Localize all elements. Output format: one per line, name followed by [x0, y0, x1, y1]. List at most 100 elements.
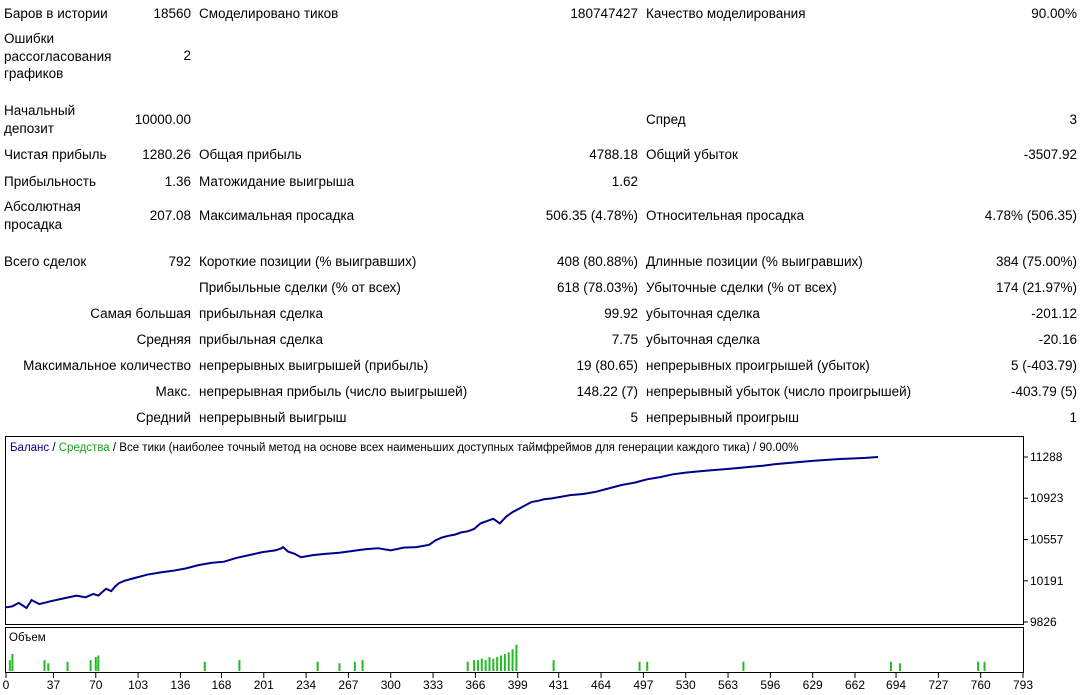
volume-bar	[552, 660, 555, 671]
gross-profit-label: Общая прибыль	[199, 147, 302, 162]
volume-panel	[5, 627, 1024, 673]
volume-bar	[492, 658, 495, 671]
x-tick-label: 464	[591, 678, 611, 692]
max-consecutive-loss-value: -403.79 (5)	[1010, 384, 1077, 399]
legend-model: / Все тики (наиболее точный метод на осн…	[110, 442, 799, 454]
deposit-value: 10000.00	[134, 112, 191, 127]
x-tick-label: 399	[508, 678, 528, 692]
volume-bar	[503, 653, 506, 671]
max-consecutive-win-value: 148.22 (7)	[576, 384, 638, 399]
volume-bar	[500, 655, 503, 671]
abs-drawdown-label: Абсолютная просадка	[4, 199, 81, 232]
volume-bar	[316, 661, 319, 671]
volume-bar	[480, 658, 483, 671]
x-tick-label: 760	[971, 678, 991, 692]
x-tick-label: 431	[549, 678, 569, 692]
short-positions-value: 408 (80.88%)	[556, 254, 638, 269]
loss-trades-label: Убыточные сделки (% от всех)	[646, 280, 837, 295]
x-tick-label: 694	[886, 678, 906, 692]
rel-drawdown-label: Относительная просадка	[646, 208, 805, 223]
max-count-win-label: непрерывных выигрышей (прибыль)	[199, 358, 429, 373]
max-drawdown-value: 506.35 (4.78%)	[545, 208, 638, 223]
x-tick-label: 793	[1013, 678, 1033, 692]
average-label: Средняя	[136, 332, 191, 347]
y-axis-ticks: 11288 10923 10557 10191 9826	[1023, 450, 1064, 629]
profit-factor-value: 1.36	[164, 174, 191, 189]
gross-loss-label: Общий убыток	[646, 147, 738, 162]
quality-label: Качество моделирования	[646, 6, 806, 21]
volume-bar	[898, 663, 901, 671]
volume-bar	[507, 652, 510, 671]
loss-trades-value: 174 (21.97%)	[995, 280, 1077, 295]
volume-label: Объем	[9, 632, 46, 644]
rel-drawdown-value: 4.78% (506.35)	[984, 208, 1077, 223]
long-positions-value: 384 (75.00%)	[995, 254, 1077, 269]
x-tick-label: 727	[928, 678, 948, 692]
volume-bar	[8, 660, 11, 671]
volume-bar	[511, 649, 514, 671]
volume-bar	[203, 661, 206, 671]
ticks-label: Смоделировано тиков	[199, 6, 339, 21]
max-count-win-value: 19 (80.65)	[576, 358, 638, 373]
avg-consecutive-loss-value: 1	[1069, 410, 1077, 425]
x-tick-label: 168	[211, 678, 231, 692]
balance-line	[5, 456, 879, 610]
avg-consecutive-win-label: непрерывный выигрыш	[199, 410, 347, 425]
x-tick-label: 0	[3, 678, 10, 692]
volume-bar	[353, 661, 356, 671]
volume-bar	[889, 661, 892, 671]
max-consecutive-label: Макс.	[155, 384, 191, 399]
legend-balance: Баланс	[10, 442, 49, 454]
max-count-loss-value: 5 (-403.79)	[1010, 358, 1077, 373]
volume-bar	[488, 657, 491, 671]
bars-value: 18560	[153, 6, 191, 21]
x-tick-label: 530	[676, 678, 696, 692]
volume-bar	[983, 661, 986, 671]
legend-separator: /	[49, 442, 59, 454]
largest-loss-value: -201.12	[1031, 306, 1077, 321]
volume-bar	[97, 655, 100, 671]
volume-bar	[466, 661, 469, 671]
volume-bar	[742, 661, 745, 671]
x-tick-label: 300	[381, 678, 401, 692]
average-win-value: 7.75	[611, 332, 638, 347]
net-profit-value: 1280.26	[142, 147, 191, 162]
avg-consecutive-label: Средний	[136, 410, 191, 425]
volume-bar	[94, 657, 97, 671]
x-tick-label: 70	[89, 678, 103, 692]
legend-equity: Средства	[59, 442, 111, 454]
volume-bars	[8, 644, 986, 671]
max-drawdown-label: Максимальная просадка	[199, 208, 355, 223]
x-tick-label: 366	[465, 678, 485, 692]
y-tick-label: 10191	[1030, 574, 1064, 588]
max-consecutive-win-label: непрерывная прибыль (число выигрышей)	[199, 384, 468, 399]
x-tick-label: 136	[170, 678, 190, 692]
average-loss-value: -20.16	[1038, 332, 1077, 347]
balance-chart: Баланс / Средства / Все тики (наиболее т…	[3, 436, 1064, 692]
chart-legend: Баланс / Средства / Все тики (наиболее т…	[10, 442, 798, 454]
x-tick-label: 267	[338, 678, 358, 692]
largest-label: Самая большая	[90, 306, 191, 321]
average-win-label: прибыльная сделка	[199, 332, 324, 347]
quality-value: 90.00%	[1031, 6, 1077, 21]
volume-bar	[473, 660, 476, 671]
x-tick-label: 37	[47, 678, 61, 692]
x-tick-label: 563	[718, 678, 738, 692]
max-count-label: Максимальное количество	[23, 358, 191, 373]
expected-payoff-label: Матожидание выигрыша	[199, 174, 355, 189]
profit-trades-label: Прибыльные сделки (% от всех)	[199, 280, 401, 295]
total-trades-label: Всего сделок	[4, 254, 87, 269]
chart-panel	[5, 436, 1024, 625]
gross-profit-value: 4788.18	[589, 147, 638, 162]
volume-bar	[11, 653, 14, 671]
profit-factor-label: Прибыльность	[4, 174, 97, 189]
expected-payoff-value: 1.62	[611, 174, 638, 189]
gross-loss-value: -3507.92	[1023, 147, 1077, 162]
x-tick-label: 333	[423, 678, 443, 692]
short-positions-label: Короткие позиции (% выигравших)	[199, 254, 417, 269]
average-loss-label: убыточная сделка	[646, 332, 760, 347]
volume-bar	[977, 661, 980, 671]
volume-bar	[638, 661, 641, 671]
x-tick-label: 662	[845, 678, 865, 692]
x-tick-label: 497	[633, 678, 653, 692]
